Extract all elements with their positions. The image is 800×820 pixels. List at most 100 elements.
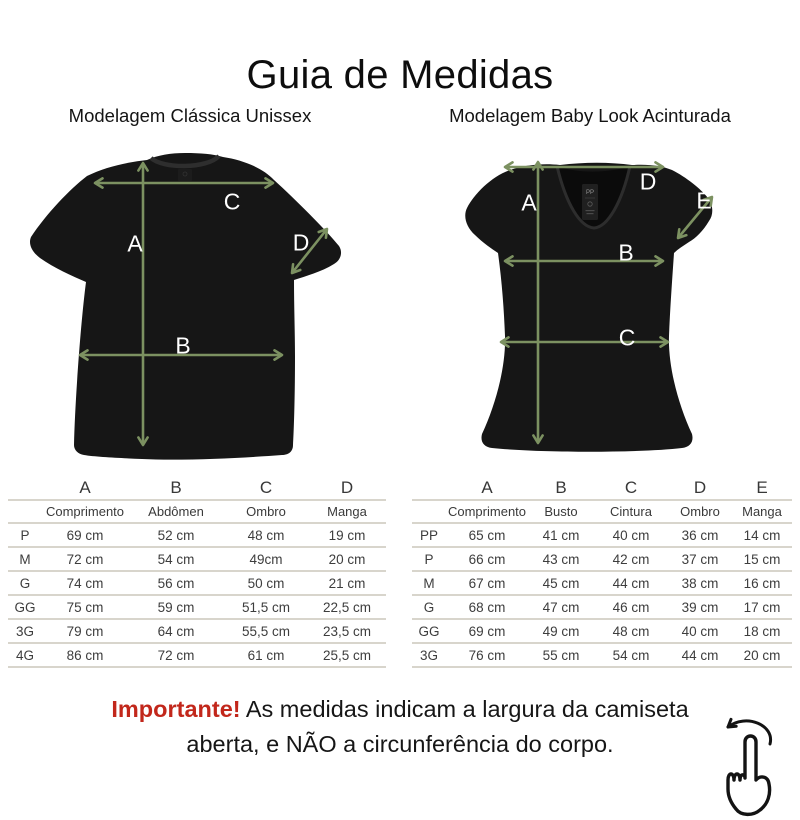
- size-label: PP: [412, 523, 446, 548]
- arrowhead: [290, 262, 302, 275]
- classic-shirt-silhouette: [30, 153, 342, 460]
- arrowhead: [137, 161, 149, 172]
- table-row: M 72 cm 54 cm 49cm 20 cm: [8, 547, 386, 572]
- measurement-value: 52 cm: [128, 523, 224, 548]
- measurement-value: 15 cm: [732, 547, 792, 572]
- size-label: 3G: [8, 619, 42, 644]
- arrowhead: [503, 255, 514, 267]
- measurement-value: 68 cm: [446, 595, 528, 620]
- table-row: 3G 79 cm 64 cm 55,5 cm 23,5 cm: [8, 619, 386, 644]
- page-title: Guia de Medidas: [246, 52, 554, 97]
- tag-text-line: [585, 210, 595, 212]
- tag-size-text: PP: [586, 190, 594, 196]
- measure-label-a: A: [521, 189, 537, 216]
- measurement-value: 79 cm: [42, 619, 128, 644]
- classic-shirt-figure: A B C D: [10, 142, 390, 472]
- measurement-header: Comprimento: [446, 500, 528, 524]
- arrow-d-sleeve: [290, 228, 329, 274]
- measurement-value: 23,5 cm: [308, 619, 386, 644]
- empty-cell: [8, 500, 42, 524]
- measurement-value: 72 cm: [128, 643, 224, 668]
- measurement-value: 64 cm: [128, 619, 224, 644]
- measurement-value: 61 cm: [224, 643, 308, 668]
- letter-header-row: A B C D E: [412, 477, 792, 501]
- arrowhead: [317, 227, 329, 240]
- measurement-value: 42 cm: [594, 547, 668, 572]
- arrowhead: [702, 195, 714, 208]
- size-label: P: [8, 523, 42, 548]
- measure-label-d: D: [292, 229, 310, 256]
- measurement-value: 66 cm: [446, 547, 528, 572]
- measurement-value: 19 cm: [308, 523, 386, 548]
- measurement-value: 86 cm: [42, 643, 128, 668]
- measurement-value: 16 cm: [732, 571, 792, 596]
- letter-header: B: [128, 477, 224, 501]
- table-row: GG 75 cm 59 cm 51,5 cm 22,5 cm: [8, 595, 386, 620]
- measurement-value: 69 cm: [42, 523, 128, 548]
- measure-label-b: B: [618, 239, 634, 266]
- measurement-value: 51,5 cm: [224, 595, 308, 620]
- measurement-value: 40 cm: [668, 619, 732, 644]
- note-line-2: aberta, e NÃO a circunferência do corpo.: [186, 731, 614, 757]
- measurement-value: 40 cm: [594, 523, 668, 548]
- note-line-1: As medidas indicam a largura da camiseta: [245, 696, 689, 722]
- babylook-panel-subtitle: Modelagem Baby Look Acinturada: [449, 105, 731, 126]
- measurement-value: 56 cm: [128, 571, 224, 596]
- measurement-value: 37 cm: [668, 547, 732, 572]
- table-row: GG 69 cm 49 cm 48 cm 40 cm 18 cm: [412, 619, 792, 644]
- measurement-value: 48 cm: [594, 619, 668, 644]
- table-row: G 68 cm 47 cm 46 cm 39 cm 17 cm: [412, 595, 792, 620]
- rotate-arrow-arc: [726, 719, 772, 746]
- rotate-arrowhead: [726, 717, 738, 729]
- letter-header: D: [668, 477, 732, 501]
- measurement-value: 67 cm: [446, 571, 528, 596]
- letter-header: E: [732, 477, 792, 501]
- table-row: PP 65 cm 41 cm 40 cm 36 cm 14 cm: [412, 523, 792, 548]
- measurement-value: 49cm: [224, 547, 308, 572]
- important-note: Importante! As medidas indicam a largura…: [0, 692, 800, 762]
- measurement-header: Cintura: [594, 500, 668, 524]
- measure-label-b: B: [175, 332, 191, 359]
- table-row: M 67 cm 45 cm 44 cm 38 cm 16 cm: [412, 571, 792, 596]
- measurement-value: 22,5 cm: [308, 595, 386, 620]
- size-label: M: [412, 571, 446, 596]
- size-label: M: [8, 547, 42, 572]
- table-row: 4G 86 cm 72 cm 61 cm 25,5 cm: [8, 643, 386, 668]
- babylook-size-table: A B C D E Comprimento Busto Cintura Ombr…: [412, 477, 792, 668]
- classic-shirt-inner-tag: [178, 169, 192, 181]
- letter-header-row: A B C D: [8, 477, 386, 501]
- measurement-value: 49 cm: [528, 619, 594, 644]
- measure-label-a: A: [127, 230, 143, 257]
- arrowhead: [273, 349, 284, 361]
- measurement-value: 74 cm: [42, 571, 128, 596]
- measurement-value: 21 cm: [308, 571, 386, 596]
- measurement-value: 46 cm: [594, 595, 668, 620]
- measurement-value: 72 cm: [42, 547, 128, 572]
- arrowhead: [659, 336, 670, 348]
- table-row: P 66 cm 43 cm 42 cm 37 cm 15 cm: [412, 547, 792, 572]
- arrowhead: [676, 227, 688, 240]
- tag-logo: [587, 201, 593, 207]
- babylook-inner-tag: PP: [582, 184, 598, 220]
- tag-text-line: [586, 213, 594, 215]
- arrowhead: [654, 161, 665, 173]
- important-label: Importante!: [111, 696, 241, 722]
- measurement-header: Manga: [308, 500, 386, 524]
- classic-shirt-tag-logo: [182, 171, 188, 177]
- table-row: G 74 cm 56 cm 50 cm 21 cm: [8, 571, 386, 596]
- measurement-value: 25,5 cm: [308, 643, 386, 668]
- measure-label-c: C: [223, 188, 241, 215]
- measure-label-d: D: [639, 168, 657, 195]
- measurement-value: 54 cm: [594, 643, 668, 668]
- babylook-shirt-figure: PP: [410, 142, 790, 472]
- measurement-value: 54 cm: [128, 547, 224, 572]
- measurement-value: 65 cm: [446, 523, 528, 548]
- table-row: 3G 76 cm 55 cm 54 cm 44 cm 20 cm: [412, 643, 792, 668]
- size-label: 3G: [412, 643, 446, 668]
- empty-cell: [412, 500, 446, 524]
- arrowhead: [499, 336, 510, 348]
- measurement-header: Comprimento: [42, 500, 128, 524]
- measurement-value: 18 cm: [732, 619, 792, 644]
- size-label: G: [8, 571, 42, 596]
